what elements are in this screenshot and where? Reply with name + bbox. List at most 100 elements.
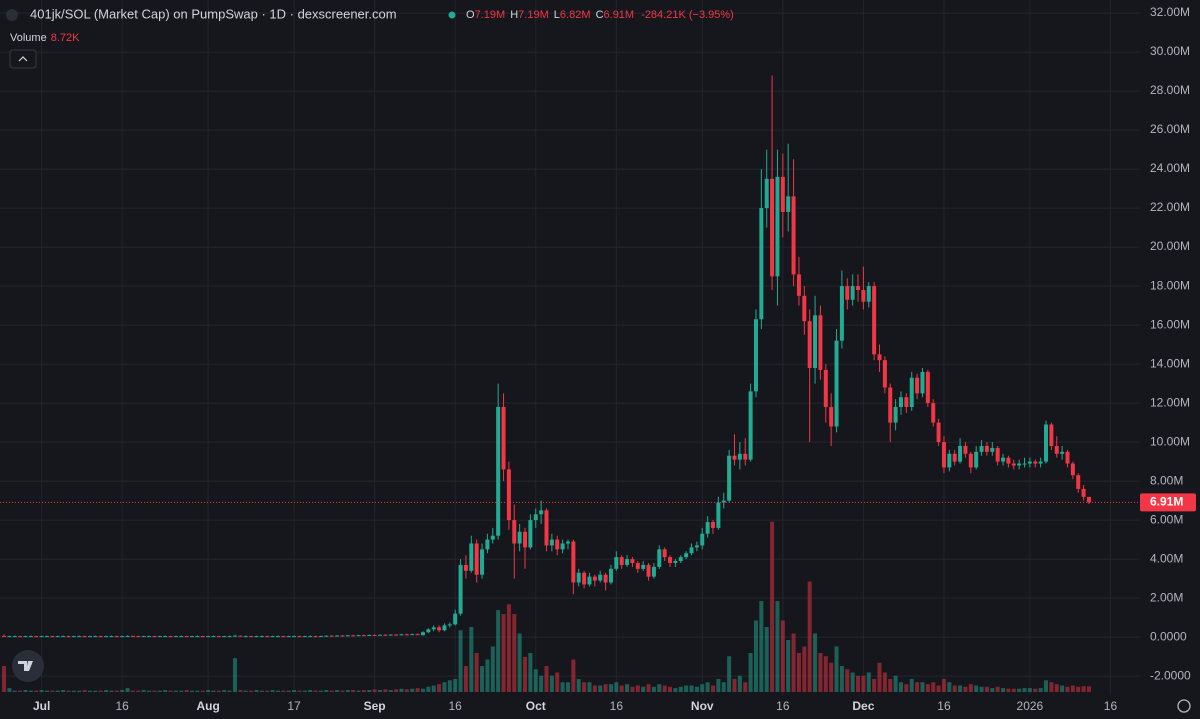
candle-body (737, 453, 742, 460)
x-tick-label: Aug (196, 699, 219, 713)
y-tick-label: 22.00M (1150, 200, 1190, 214)
volume-bar (941, 679, 946, 692)
y-tick-label: 26.00M (1150, 122, 1190, 136)
volume-bar (485, 659, 490, 692)
candle-body (807, 321, 812, 368)
volume-bar (539, 675, 544, 692)
c-value: 6.91M (604, 9, 635, 21)
volume-bar (1081, 686, 1086, 692)
volume-bar (109, 690, 114, 692)
candle-body (528, 520, 533, 548)
volume-bar (915, 682, 920, 692)
candle-body (576, 572, 581, 583)
candle-body (1076, 475, 1081, 489)
candle-body (1017, 463, 1022, 466)
volume-bar (802, 646, 807, 692)
candle-body (87, 636, 92, 638)
volume-bar (1022, 688, 1027, 692)
volume-bar (50, 690, 55, 692)
candle-body (979, 445, 984, 452)
volume-bar (383, 689, 388, 692)
candle-body (549, 539, 554, 546)
volume-value: 8.72K (51, 32, 80, 44)
x-tick-label: Sep (364, 699, 386, 713)
volume-bar (764, 627, 769, 692)
candle-body (318, 636, 323, 638)
volume-bar (523, 656, 528, 692)
candle-body (866, 286, 871, 302)
candle-body (447, 624, 452, 626)
candle-body (920, 371, 925, 394)
volume-bar (888, 679, 893, 692)
candle-body (168, 636, 173, 638)
volume-bar (232, 658, 237, 692)
volume-bar (431, 685, 436, 692)
volume-bar (249, 690, 254, 692)
candle-body (222, 636, 227, 638)
volume-bar (673, 688, 678, 692)
candle-body (845, 286, 850, 300)
y-tick-label: 6.00M (1150, 512, 1183, 526)
volume-bar (238, 690, 243, 692)
y-tick-label: 4.00M (1150, 551, 1183, 565)
volume-bar (592, 685, 597, 692)
candle-body (904, 397, 909, 407)
y-tick-label: 32.00M (1150, 5, 1190, 19)
volume-bar (936, 685, 941, 692)
candle-body (721, 500, 726, 503)
candle-body (565, 541, 570, 544)
candle-body (646, 564, 651, 577)
candle-body (936, 422, 941, 443)
candle-body (340, 635, 345, 637)
volume-bar (361, 690, 366, 692)
candle-body (399, 634, 404, 636)
candle-body (947, 453, 952, 468)
volume-bar (1060, 685, 1065, 692)
candle-body (77, 636, 82, 638)
volume-bar (850, 672, 855, 692)
candle-body (152, 636, 157, 638)
volume-bar (759, 601, 764, 692)
volume-bar (286, 690, 291, 692)
candle-body (211, 636, 216, 638)
candle-body (7, 636, 12, 638)
grid (0, 0, 1140, 695)
volume-bar (1033, 688, 1038, 692)
candle-body (351, 635, 356, 637)
candle-body (485, 539, 490, 550)
candle-body (249, 636, 254, 638)
volume-bar (480, 666, 485, 692)
candle-body (512, 520, 517, 544)
volume-label: Volume (10, 32, 47, 44)
volume-bar (517, 633, 522, 692)
volume-bar (496, 610, 501, 692)
candle-body (635, 562, 640, 569)
candle-body (619, 557, 624, 565)
candle-body (12, 636, 17, 638)
candle-body (1001, 457, 1006, 462)
candle-body (791, 196, 796, 275)
candle-body (893, 406, 898, 423)
candle-body (125, 635, 130, 637)
volume-bar (190, 690, 195, 692)
candles (0, 75, 1140, 638)
candle-body (490, 535, 495, 540)
candle-body (39, 636, 44, 638)
volume-bar (694, 686, 699, 692)
candle-body (442, 625, 447, 631)
candle-body (61, 636, 66, 638)
volume-pane (2, 521, 1091, 692)
candle-body (974, 451, 979, 468)
symbol-icon[interactable] (6, 9, 18, 21)
volume-bar (619, 685, 624, 692)
collapse-button[interactable] (9, 49, 37, 69)
candle-body (990, 447, 995, 452)
volume-bar (727, 656, 732, 692)
settings-icon[interactable] (1177, 699, 1191, 713)
volume-bar (775, 601, 780, 692)
volume-bar (297, 690, 302, 692)
candle-body (216, 636, 221, 638)
candle-body (270, 636, 275, 638)
volume-bar (963, 686, 968, 692)
